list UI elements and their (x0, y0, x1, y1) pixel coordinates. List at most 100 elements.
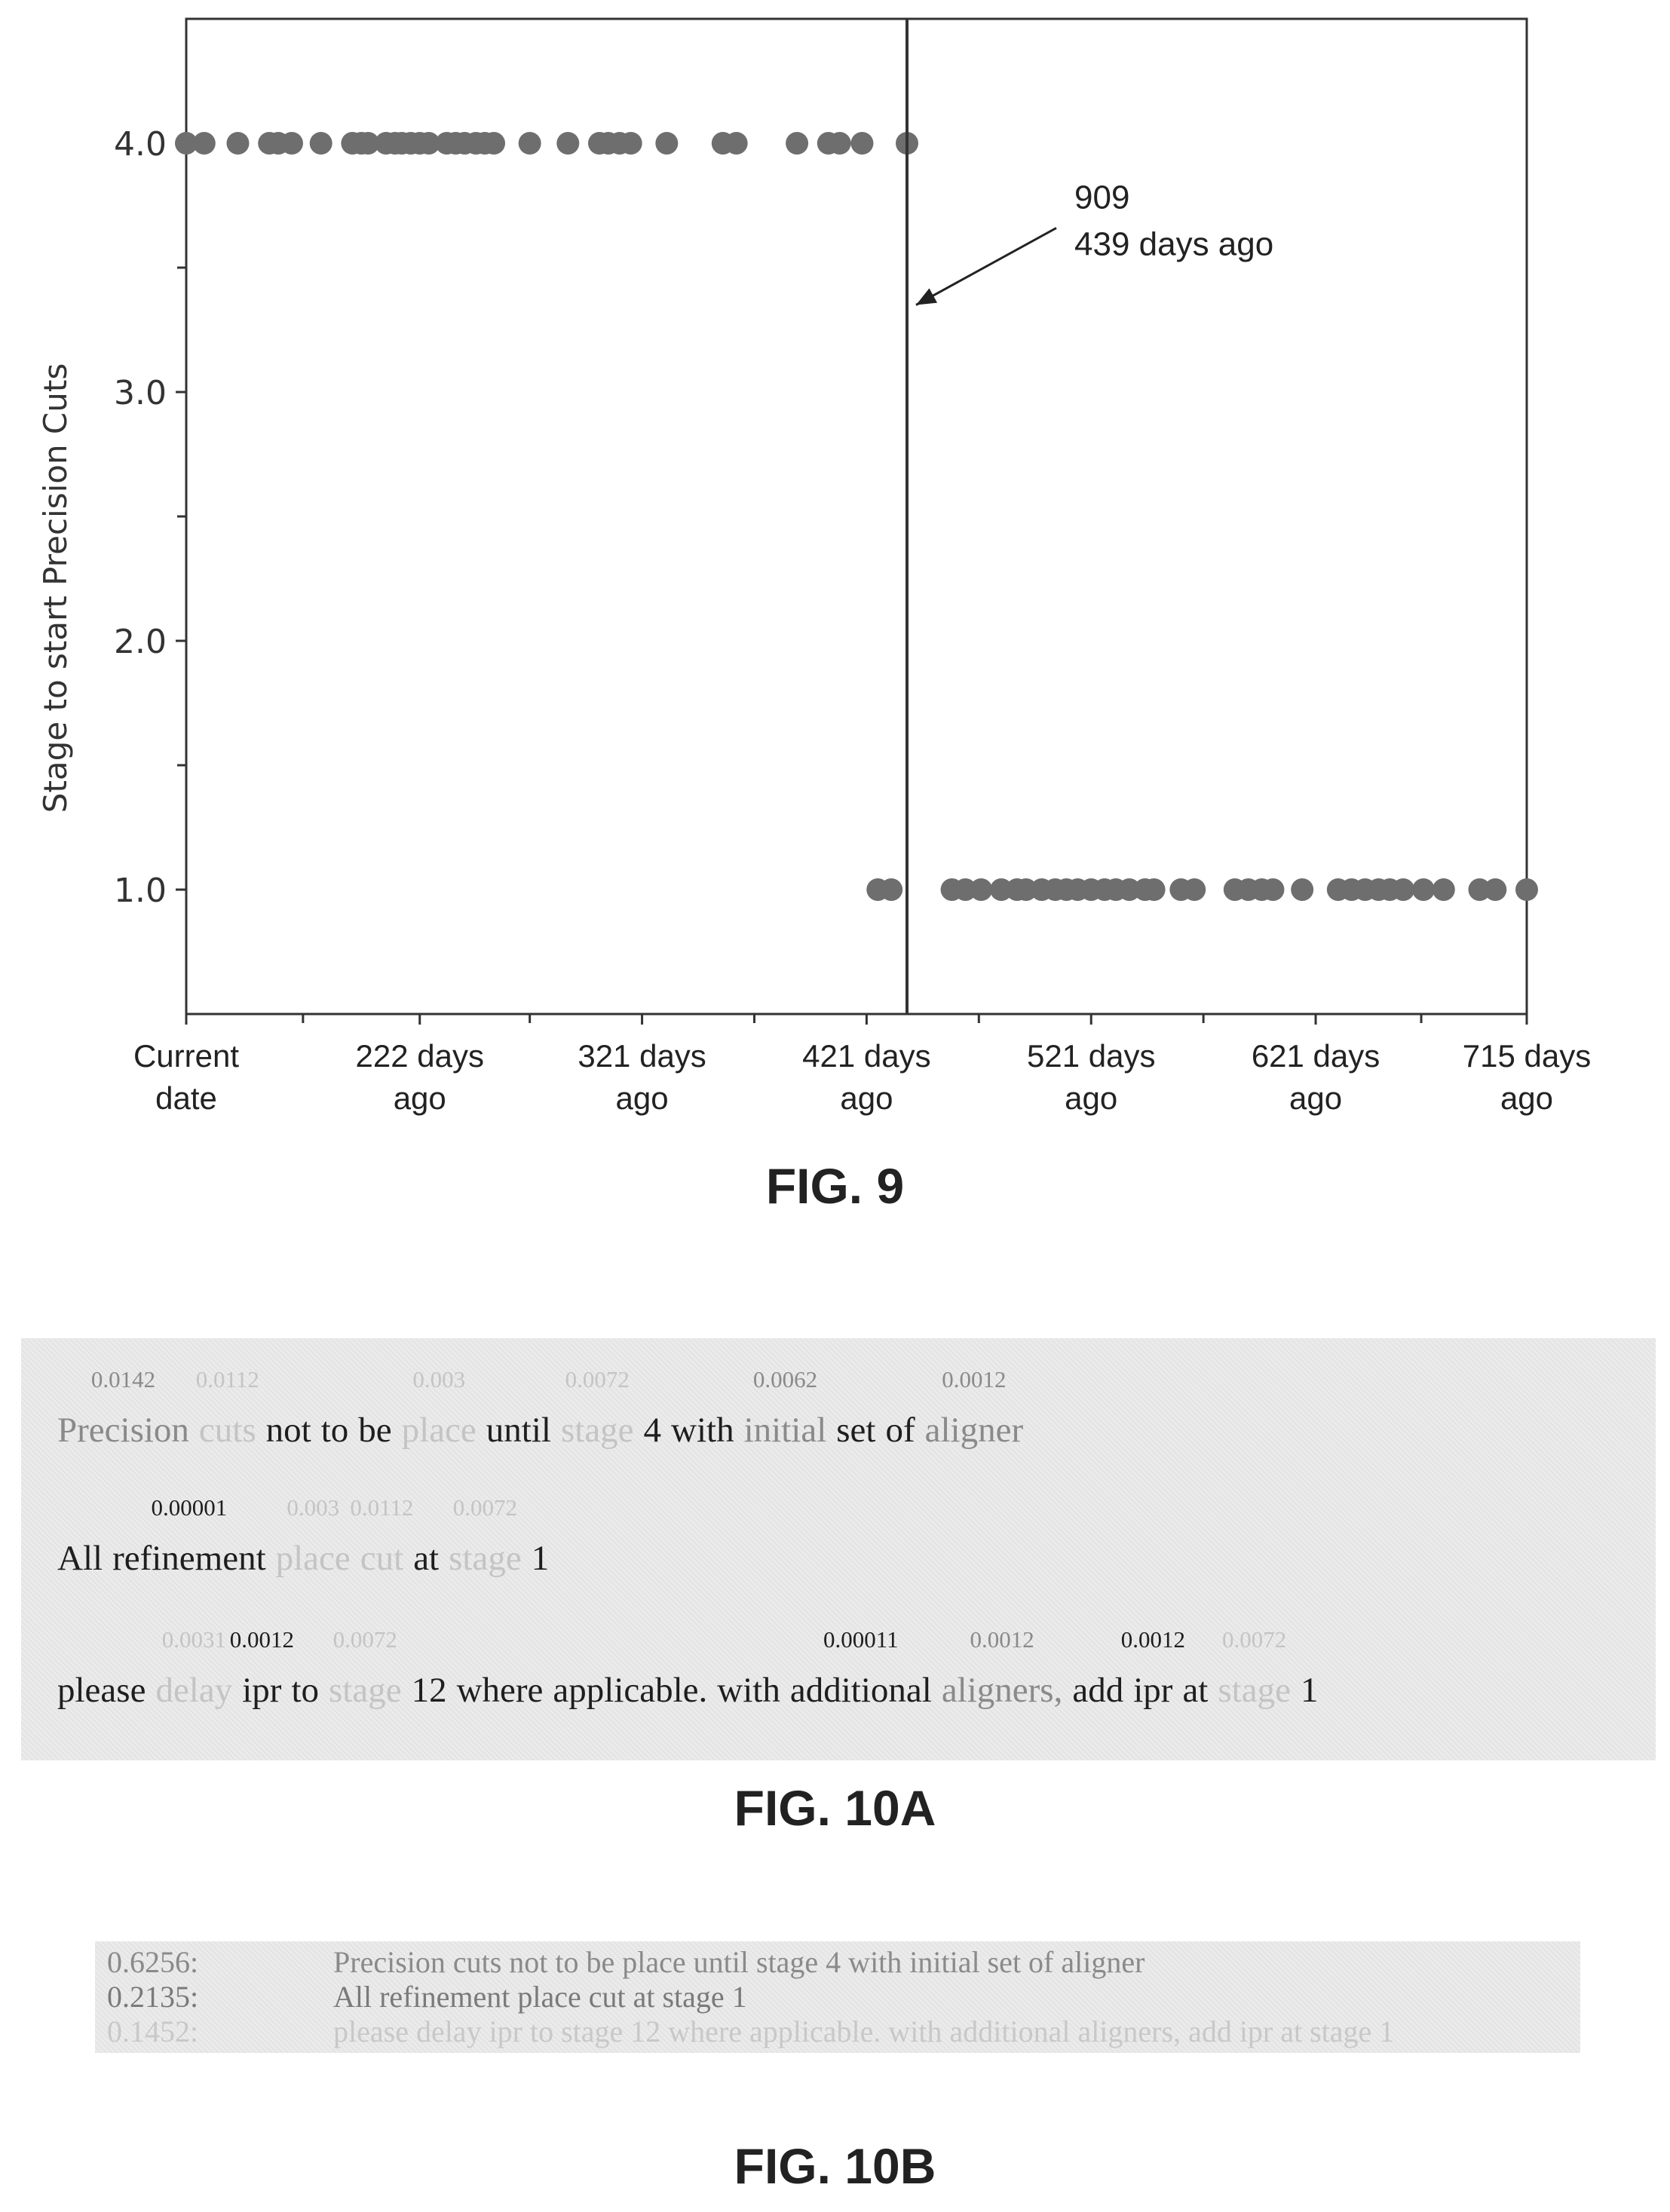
data-point (280, 132, 303, 155)
data-point (990, 878, 1013, 901)
word-text: stage (1218, 1671, 1291, 1710)
y-tick-label: 2.0 (114, 623, 167, 661)
data-point (556, 132, 580, 155)
y-axis-label: Stage to start Precision Cuts (37, 363, 74, 813)
word-token: with (671, 1410, 734, 1451)
word-text: 4 (643, 1411, 662, 1450)
word-token: stage 0.0072 (560, 1366, 634, 1451)
word-token: at (1182, 1670, 1208, 1711)
word-token: place 0.003 (275, 1494, 351, 1579)
word-text: aligners, (941, 1671, 1063, 1710)
word-token: to (321, 1410, 349, 1451)
x-tick-label: 421 days ago (802, 1038, 930, 1116)
x-tick-label: 321 days ago (578, 1038, 706, 1116)
word-text: to (320, 1411, 349, 1450)
word-token: additional 0.00011 (790, 1626, 932, 1711)
x-tick-label: 521 days ago (1027, 1038, 1155, 1116)
data-point (1261, 878, 1285, 901)
word-token: ipr 0.0012 (1121, 1626, 1185, 1711)
word-text: set (836, 1411, 876, 1450)
sentence-score: 0.1452: (107, 2014, 199, 2048)
y-tick-label: 1.0 (114, 872, 167, 910)
fig10b-caption: FIG. 10B (734, 2138, 936, 2194)
data-point (1392, 878, 1415, 901)
data-point (954, 878, 977, 901)
data-point (518, 132, 541, 155)
word-token: stage 0.0072 (449, 1494, 522, 1579)
fig9-caption: FIG. 9 (765, 1158, 905, 1214)
word-text: not (265, 1411, 311, 1450)
sentence-line: please delay 0.0031 ipr 0.0012 to stage 0.0072 1… (57, 1626, 1328, 1711)
word-text: stage (560, 1411, 634, 1450)
data-point (1515, 878, 1538, 901)
word-text: delay (155, 1671, 233, 1710)
annotation-arrow-head (916, 288, 938, 305)
word-text: aligner (924, 1411, 1024, 1450)
word-text: refinement (112, 1539, 266, 1578)
word-text: stage (329, 1671, 402, 1710)
word-text: at (1182, 1671, 1209, 1710)
word-score: 0.0072 (565, 1366, 630, 1392)
data-point (192, 132, 216, 155)
word-text: Precision (57, 1411, 189, 1450)
word-score: 0.0072 (332, 1626, 397, 1653)
data-point (970, 878, 993, 901)
x-tick-label: 621 days ago (1252, 1038, 1380, 1116)
plot-border (185, 17, 1528, 1016)
word-text: 1 (531, 1539, 550, 1578)
word-text: place (401, 1411, 476, 1450)
data-point (1117, 878, 1141, 901)
word-text: until (486, 1411, 551, 1450)
word-text: place (275, 1539, 351, 1578)
word-token: where (457, 1670, 544, 1711)
word-text: with (717, 1671, 780, 1710)
word-token: with (717, 1670, 780, 1711)
word-score: 0.0031 (161, 1626, 226, 1653)
word-text: to (291, 1671, 319, 1710)
word-token: set (836, 1410, 875, 1451)
fig10a-caption: FIG. 10A (734, 1780, 936, 1836)
word-score: 0.003 (412, 1366, 466, 1392)
word-text: applicable. (553, 1671, 708, 1710)
data-point (357, 132, 380, 155)
word-score: 0.0012 (942, 1366, 1007, 1392)
sentence-score: 0.2135: (107, 1980, 199, 2014)
word-text: 12 (411, 1671, 447, 1710)
word-token: be (358, 1410, 391, 1451)
word-text: cuts (198, 1411, 256, 1450)
word-text: initial (743, 1411, 827, 1450)
word-token: All (57, 1538, 103, 1579)
word-text: of (885, 1411, 915, 1450)
fig9-scatter-chart: 1.0 2.0 3.0 4.0 Current date 222 days ago 321 d… (37, 17, 1591, 1116)
sentence-line: All refinement 0.00001 place 0.003 cut 0.0112 a… (57, 1494, 559, 1579)
word-text: stage (449, 1539, 522, 1578)
sentence-text: please delay ipr to stage 12 where appli… (333, 2014, 1395, 2048)
annotation-line-1: 909 (1074, 179, 1129, 216)
word-token: not (266, 1410, 311, 1451)
y-tick-label: 4.0 (114, 125, 167, 164)
word-text: at (413, 1539, 440, 1578)
word-score: 0.0072 (452, 1494, 518, 1521)
x-tick-label: 222 days ago (356, 1038, 484, 1116)
sentence-line: Precision 0.0142 cuts 0.0112 not to be place 0.0… (57, 1366, 1033, 1451)
data-point (226, 132, 250, 155)
word-text: with (671, 1411, 734, 1450)
word-token: add (1072, 1670, 1123, 1711)
word-token: 4 (644, 1410, 662, 1451)
y-tick-label: 3.0 (114, 374, 167, 412)
data-point (619, 132, 642, 155)
sentence-text: All refinement place cut at stage 1 (333, 1980, 747, 2014)
data-point (1468, 878, 1491, 901)
word-score: 0.0112 (195, 1366, 259, 1392)
word-token: to (291, 1670, 319, 1711)
word-text: All (57, 1539, 103, 1578)
word-token: 1 (1301, 1670, 1319, 1711)
word-token: stage 0.0072 (1218, 1626, 1291, 1711)
word-text: add (1072, 1671, 1124, 1710)
data-point (1432, 878, 1455, 901)
word-token: stage 0.0072 (329, 1626, 402, 1711)
x-tick-label: 715 days ago (1463, 1038, 1591, 1116)
word-token: 12 (412, 1670, 447, 1711)
annotation-arrow-shaft (915, 227, 1057, 306)
word-token: cuts 0.0112 (196, 1366, 259, 1451)
